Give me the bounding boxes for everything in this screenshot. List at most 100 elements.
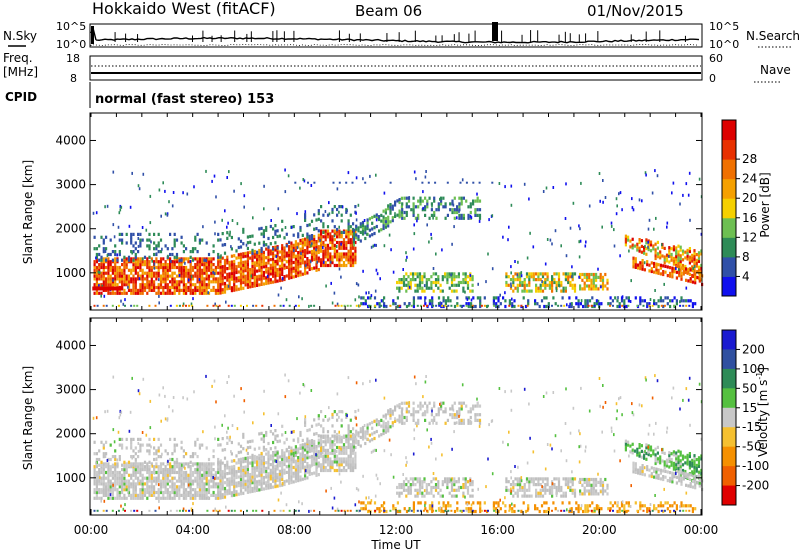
power-cell (602, 200, 604, 204)
power-cell (693, 265, 696, 268)
velocity-cell (434, 485, 438, 490)
velocity-cell (137, 437, 140, 441)
power-cell (516, 283, 519, 287)
power-cell (508, 299, 511, 303)
power-cell (682, 193, 684, 197)
velocity-cell (471, 483, 474, 487)
velocity-cell (207, 482, 211, 486)
velocity-cell (150, 476, 153, 480)
velocity-cell (130, 462, 133, 466)
power-cell (324, 238, 327, 242)
power-cell (258, 283, 261, 287)
power-cell (132, 265, 135, 270)
power-cell (599, 278, 602, 282)
power-cell (665, 259, 669, 263)
noise-left-label: N.Sky (3, 29, 37, 43)
power-cell (479, 302, 482, 306)
velocity-cell (258, 468, 261, 472)
velocity-cell (398, 414, 401, 418)
power-cell (384, 217, 387, 221)
velocity-cell (453, 415, 456, 420)
power-cell (194, 291, 197, 295)
velocity-cell (223, 463, 227, 468)
power-cell (105, 247, 108, 251)
power-cell (252, 304, 255, 307)
power-cell (102, 238, 105, 242)
velocity-cell (405, 483, 408, 487)
velocity-cell (281, 463, 284, 467)
power-cell (668, 248, 671, 253)
velocity-cell (116, 473, 119, 477)
velocity-cell (169, 493, 172, 497)
power-cell (624, 237, 627, 241)
power-cell (400, 211, 403, 215)
power-cell (688, 258, 691, 262)
power-cell (210, 260, 213, 264)
power-cell (464, 280, 467, 285)
power-cell (148, 288, 151, 292)
power-cell (516, 273, 519, 277)
power-cell (143, 271, 147, 275)
power-cell (141, 283, 144, 287)
velocity-cell (141, 496, 144, 500)
power-cell (201, 280, 204, 284)
velocity-cell (230, 468, 233, 472)
power-cell (194, 274, 197, 278)
power-cell (182, 244, 185, 248)
velocity-cell (141, 493, 144, 497)
power-cell (326, 249, 330, 253)
power-cell (412, 213, 415, 217)
power-cell (521, 289, 524, 293)
power-cell (664, 264, 667, 268)
power-cell (260, 246, 263, 251)
power-cell (243, 194, 246, 198)
velocity-cell (219, 467, 222, 471)
power-cell (624, 234, 627, 238)
power-cell (313, 213, 316, 217)
velocity-cell (143, 476, 147, 480)
power-cell (322, 252, 325, 256)
power-cell (366, 227, 369, 231)
power-cell (333, 263, 336, 268)
velocity-cell (178, 490, 181, 495)
velocity-cell (324, 457, 327, 461)
velocity-cell (315, 462, 318, 466)
power-cell (157, 244, 160, 248)
power-cell (201, 271, 204, 275)
power-cell (474, 199, 477, 203)
power-cell (310, 255, 314, 259)
velocity-cell (391, 421, 394, 425)
power-cell (306, 259, 309, 263)
velocity-cell (322, 454, 325, 458)
velocity-cell (107, 473, 110, 477)
velocity-cell (364, 430, 367, 434)
power-cell (338, 263, 341, 268)
power-cell (409, 302, 411, 305)
power-cell (304, 210, 307, 214)
power-cell (685, 278, 688, 282)
velocity-cell (105, 488, 108, 492)
power-cell (354, 298, 357, 302)
power-cell (111, 291, 114, 295)
velocity-cell (412, 413, 415, 417)
power-cell (423, 275, 426, 279)
power-cell (442, 296, 445, 300)
velocity-cell (329, 468, 332, 473)
velocity-cell (514, 483, 517, 487)
power-cell (440, 199, 443, 203)
power-cell (116, 291, 119, 295)
power-cell (504, 185, 506, 189)
power-cell (118, 271, 121, 275)
power-cell (146, 280, 149, 284)
velocity-cell (409, 483, 412, 487)
power-cell (162, 274, 165, 278)
power-cell (308, 223, 311, 227)
velocity-cell (107, 488, 110, 492)
velocity-cell (121, 443, 124, 447)
power-cell (644, 171, 647, 175)
velocity-cell (361, 425, 365, 430)
power-cell (419, 202, 422, 206)
velocity-cell (198, 476, 201, 480)
velocity-cell (313, 439, 316, 444)
power-cell (235, 285, 238, 289)
